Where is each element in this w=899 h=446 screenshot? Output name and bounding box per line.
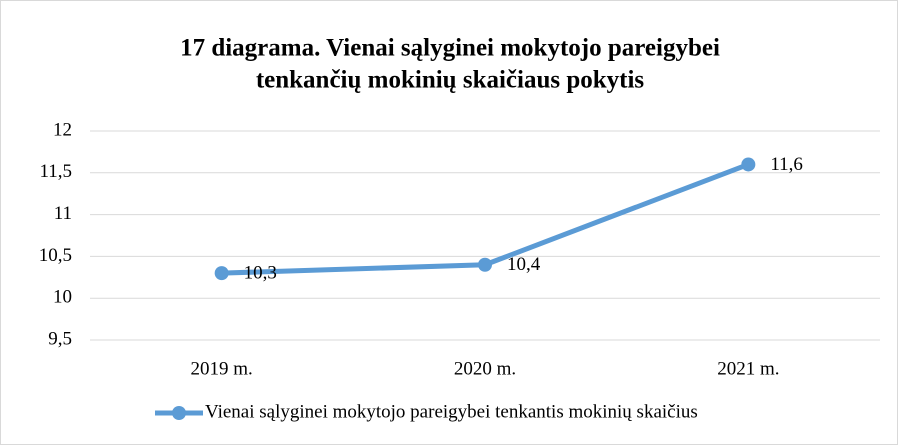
x-tick-label: 2020 m. [454, 358, 516, 379]
data-point [214, 266, 229, 281]
y-tick-label: 11,5 [39, 161, 72, 182]
data-label: 11,6 [770, 154, 803, 175]
y-tick-label: 12 [53, 119, 72, 140]
x-tick-label: 2019 m. [191, 358, 253, 379]
data-point [478, 257, 492, 272]
y-tick-label: 9,5 [48, 328, 72, 349]
chart-title: 17 diagrama. Vienai sąlyginei mokytojo p… [180, 35, 720, 62]
legend-label: Vienai sąlyginei mokytojo pareigybei ten… [205, 401, 698, 422]
data-label: 10,4 [507, 254, 541, 275]
chart-title: tenkančių mokinių skaičiaus pokytis [256, 67, 645, 94]
data-point [741, 157, 756, 172]
legend-marker [172, 406, 186, 420]
y-tick-label: 11 [54, 203, 72, 224]
y-tick-label: 10 [53, 287, 72, 308]
data-label: 10,3 [244, 262, 277, 283]
x-tick-label: 2021 m. [717, 358, 779, 379]
y-tick-label: 10,5 [39, 245, 72, 266]
